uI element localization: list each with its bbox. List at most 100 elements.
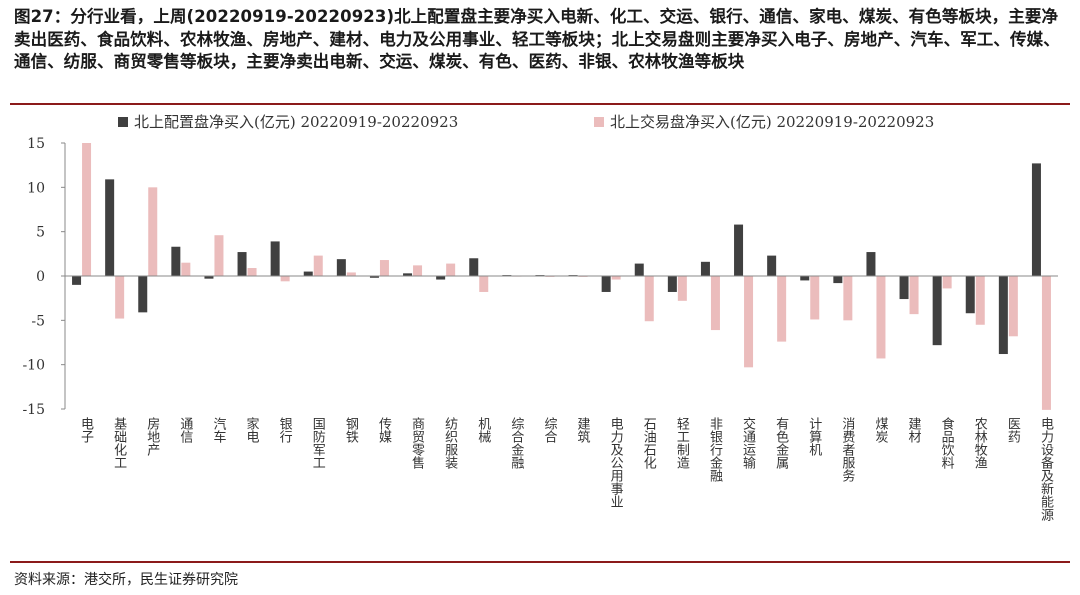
bar-trading-8 — [346, 272, 356, 276]
bar-allocation-23 — [833, 276, 843, 284]
bar-trading-25 — [909, 276, 919, 315]
y-tick-label: 0 — [36, 269, 45, 285]
bar-allocation-6 — [270, 241, 280, 276]
bar-allocation-11 — [436, 276, 446, 280]
bar-trading-26 — [942, 276, 952, 289]
bar-allocation-9 — [369, 276, 379, 278]
bar-allocation-2 — [138, 276, 148, 313]
bar-trading-16 — [611, 276, 621, 280]
x-category-label: 通信 — [177, 417, 193, 443]
bottom-rule — [10, 561, 1070, 563]
bar-trading-28 — [1008, 276, 1018, 337]
x-category-label: 汽车 — [210, 417, 226, 443]
bar-allocation-17 — [634, 263, 644, 276]
bar-trading-29 — [1041, 276, 1051, 410]
bar-trading-3 — [181, 262, 191, 276]
bar-allocation-24 — [866, 252, 876, 276]
bar-trading-22 — [810, 276, 820, 320]
x-category-label: 煤炭 — [872, 417, 888, 444]
bar-allocation-25 — [899, 276, 909, 300]
bar-trading-24 — [876, 276, 886, 359]
x-category-label: 纺织服装 — [442, 417, 458, 469]
bar-allocation-16 — [601, 276, 611, 292]
bar-trading-19 — [710, 276, 720, 331]
bar-allocation-7 — [303, 271, 313, 276]
bar-trading-2 — [148, 187, 158, 276]
bar-trading-6 — [280, 276, 290, 282]
y-tick-label: 5 — [36, 225, 45, 241]
bar-allocation-0 — [72, 276, 82, 285]
x-category-label: 农林牧渔 — [972, 417, 988, 469]
x-category-label: 建材 — [906, 417, 922, 443]
bar-allocation-5 — [237, 252, 247, 276]
bar-allocation-3 — [171, 246, 181, 276]
x-category-label: 石油石化 — [641, 417, 657, 470]
source-note: 资料来源：港交所，民生证券研究院 — [14, 572, 238, 588]
bar-trading-0 — [82, 143, 92, 276]
x-category-label: 电力设备及新能源 — [1038, 417, 1054, 521]
x-axis: 电子 基础化工 房地产 通信 汽车 家电 银行 国防军工 钢铁 传媒 商贸零售 纺织服装 机械 综合金融 综… — [65, 275, 1058, 521]
x-category-label: 综合 — [541, 417, 557, 443]
bar-allocation-8 — [336, 259, 346, 276]
bar-allocation-21 — [767, 255, 777, 276]
bar-trading-20 — [744, 276, 754, 368]
x-category-label: 机械 — [475, 417, 491, 443]
bar-allocation-26 — [932, 276, 942, 346]
bar-trading-21 — [777, 276, 787, 342]
x-category-label: 银行 — [277, 417, 293, 444]
legend-label-2: 北上交易盘净买入(亿元) 20220919-20220923 — [610, 113, 934, 131]
x-category-label: 轻工制造 — [674, 417, 690, 470]
x-category-label: 家电 — [244, 416, 259, 443]
bar-allocation-20 — [734, 224, 744, 276]
bar-allocation-10 — [403, 273, 413, 276]
x-category-label: 传媒 — [376, 417, 392, 443]
x-category-label: 电力及公用事业 — [608, 417, 624, 508]
x-category-label: 综合金融 — [508, 417, 524, 469]
y-tick-label: 15 — [27, 136, 45, 152]
x-category-label: 计算机 — [806, 417, 822, 457]
x-category-label: 交通运输 — [740, 416, 756, 469]
x-category-label: 基础化工 — [111, 417, 127, 469]
bar-trading-12 — [479, 276, 489, 292]
chart-title: 图27：分行业看，上周(20220919-20220923)北上配置盘主要净买入… — [14, 7, 1060, 71]
x-category-label: 钢铁 — [343, 417, 359, 443]
x-category-label: 食品饮料 — [939, 416, 955, 469]
bar-trading-23 — [843, 276, 853, 321]
legend: 北上配置盘净买入(亿元) 20220919-20220923 北上交易盘净买入(亿… — [118, 113, 934, 131]
x-category-label: 电子 — [78, 417, 94, 443]
bar-trading-18 — [677, 276, 687, 301]
bar-trading-4 — [214, 235, 224, 276]
bar-allocation-27 — [965, 276, 975, 314]
bar-trading-9 — [379, 260, 389, 276]
bar-trading-5 — [247, 268, 257, 276]
x-category-label: 国防军工 — [310, 417, 326, 469]
bar-trading-1 — [115, 276, 125, 319]
y-tick-label: -15 — [22, 402, 45, 418]
y-tick-label: -10 — [22, 358, 45, 374]
x-category-label: 非银行金融 — [707, 417, 723, 482]
bar-allocation-22 — [800, 276, 810, 281]
legend-swatch-1 — [118, 117, 128, 127]
bar-allocation-1 — [105, 179, 115, 276]
top-rule — [10, 103, 1070, 105]
legend-swatch-2 — [594, 117, 604, 127]
bar-allocation-28 — [998, 276, 1008, 355]
bar-allocation-4 — [204, 276, 214, 279]
bar-allocation-19 — [700, 261, 710, 276]
bar-allocation-12 — [469, 258, 479, 276]
x-category-label: 商贸零售 — [409, 417, 425, 469]
bar-allocation-29 — [1031, 163, 1041, 276]
y-tick-label: 10 — [27, 180, 45, 196]
x-category-label: 有色金属 — [773, 417, 789, 470]
x-category-label: 房地产 — [144, 416, 160, 457]
bar-trading-10 — [413, 265, 423, 276]
bar-trading-11 — [446, 263, 456, 276]
bar-trading-17 — [644, 276, 654, 322]
bar-trading-27 — [975, 276, 985, 325]
legend-label-1: 北上配置盘净买入(亿元) 20220919-20220923 — [134, 113, 458, 131]
x-category-label: 建筑 — [575, 417, 591, 444]
y-tick-label: -5 — [31, 313, 45, 329]
y-axis: 15 10 5 0 -5 -10 -15 — [22, 136, 66, 418]
x-category-label: 消费者服务 — [839, 417, 855, 482]
x-category-label: 医药 — [1005, 417, 1021, 443]
